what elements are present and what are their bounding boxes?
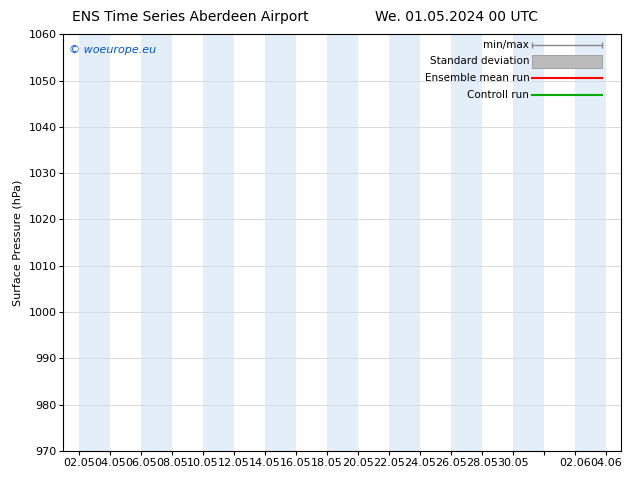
Text: min/max: min/max (483, 40, 529, 49)
Text: Standard deviation: Standard deviation (430, 56, 529, 66)
Bar (532, 55, 602, 68)
Text: We. 01.05.2024 00 UTC: We. 01.05.2024 00 UTC (375, 10, 538, 24)
Bar (513, 34, 544, 451)
Y-axis label: Surface Pressure (hPa): Surface Pressure (hPa) (13, 179, 23, 306)
Bar (389, 34, 420, 451)
Text: ENS Time Series Aberdeen Airport: ENS Time Series Aberdeen Airport (72, 10, 309, 24)
Bar (451, 34, 482, 451)
Bar (203, 34, 234, 451)
Bar (141, 34, 172, 451)
Bar (327, 34, 358, 451)
Text: Controll run: Controll run (467, 90, 529, 99)
Bar (79, 34, 110, 451)
Text: © woeurope.eu: © woeurope.eu (69, 45, 156, 55)
Bar (575, 34, 606, 451)
Bar (265, 34, 296, 451)
Text: Ensemble mean run: Ensemble mean run (425, 73, 529, 83)
